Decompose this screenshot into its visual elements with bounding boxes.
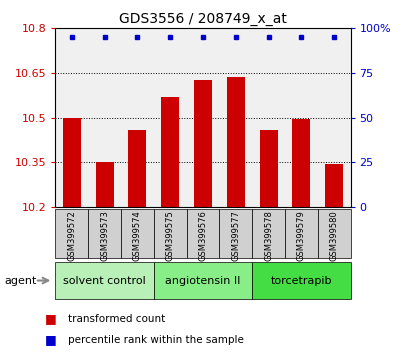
Text: GSM399575: GSM399575 xyxy=(165,210,174,261)
Text: GSM399578: GSM399578 xyxy=(263,210,272,261)
Text: percentile rank within the sample: percentile rank within the sample xyxy=(67,335,243,345)
Text: GSM399576: GSM399576 xyxy=(198,210,207,261)
Text: GSM399574: GSM399574 xyxy=(133,210,142,261)
Bar xyxy=(193,80,211,207)
Text: GSM399580: GSM399580 xyxy=(329,210,338,261)
Bar xyxy=(63,118,81,207)
Bar xyxy=(161,97,179,207)
Text: ■: ■ xyxy=(45,333,57,346)
Bar xyxy=(128,130,146,207)
Text: angiotensin II: angiotensin II xyxy=(165,275,240,286)
Bar xyxy=(226,78,244,207)
Title: GDS3556 / 208749_x_at: GDS3556 / 208749_x_at xyxy=(119,12,286,26)
Bar xyxy=(259,130,277,207)
Text: solvent control: solvent control xyxy=(63,275,146,286)
Bar xyxy=(324,164,342,207)
Text: GSM399577: GSM399577 xyxy=(231,210,240,261)
Text: transformed count: transformed count xyxy=(67,314,164,324)
Text: torcetrapib: torcetrapib xyxy=(270,275,331,286)
Bar xyxy=(95,162,113,207)
Text: agent: agent xyxy=(4,275,36,286)
Text: GSM399572: GSM399572 xyxy=(67,210,76,261)
Text: GSM399573: GSM399573 xyxy=(100,210,109,261)
Bar xyxy=(292,119,310,207)
Text: ■: ■ xyxy=(45,312,57,325)
Text: GSM399579: GSM399579 xyxy=(296,210,305,261)
